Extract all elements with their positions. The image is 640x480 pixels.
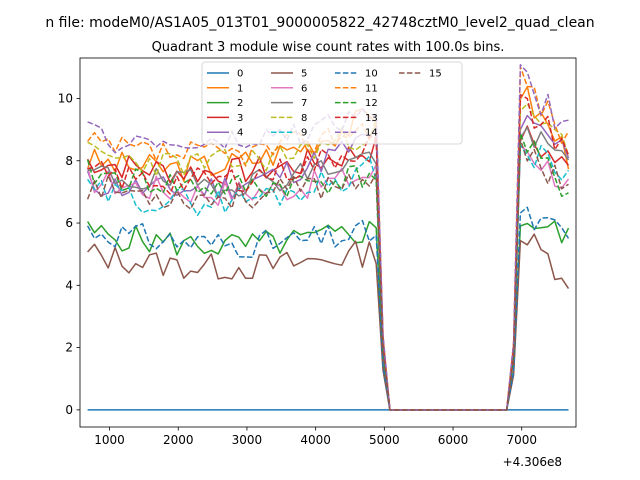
y-tick-label: 10 (58, 91, 73, 105)
legend-label-5: 5 (301, 69, 307, 80)
legend-label-15: 15 (429, 69, 442, 80)
x-tick-label: 4000 (300, 433, 331, 447)
legend-label-10: 10 (365, 69, 378, 80)
legend-label-2: 2 (237, 98, 243, 109)
y-tick-label: 2 (65, 341, 73, 355)
legend-label-3: 3 (237, 113, 243, 124)
x-tick-label: 6000 (438, 433, 469, 447)
legend-label-13: 13 (365, 113, 378, 124)
x-tick-label: 3000 (232, 433, 263, 447)
legend-label-7: 7 (301, 98, 307, 109)
y-tick-label: 6 (65, 216, 73, 230)
x-tick-label: 5000 (369, 433, 400, 447)
legend-label-4: 4 (237, 128, 243, 139)
chart-title: Quadrant 3 module wise count rates with … (152, 40, 505, 55)
legend-label-14: 14 (365, 128, 378, 139)
legend-label-9: 9 (301, 128, 307, 139)
y-tick-label: 0 (65, 403, 73, 417)
legend-label-0: 0 (237, 69, 243, 80)
legend-label-1: 1 (237, 83, 243, 94)
x-tick-label: 1000 (94, 433, 125, 447)
y-tick-label: 4 (65, 278, 73, 292)
x-tick-label: 7000 (506, 433, 537, 447)
legend-label-6: 6 (301, 83, 307, 94)
figure-suptitle: n file: modeM0/AS1A05_013T01_9000005822_… (45, 15, 594, 31)
legend-label-12: 12 (365, 98, 378, 109)
series-line-15 (86, 138, 569, 411)
legend-label-8: 8 (301, 113, 307, 124)
legend-box (201, 61, 463, 145)
x-tick-label: 2000 (163, 433, 194, 447)
axes-frame (79, 57, 577, 428)
x-offset-label: +4.306e8 (503, 455, 562, 469)
legend-label-11: 11 (365, 83, 378, 94)
y-tick-label: 8 (65, 154, 73, 168)
